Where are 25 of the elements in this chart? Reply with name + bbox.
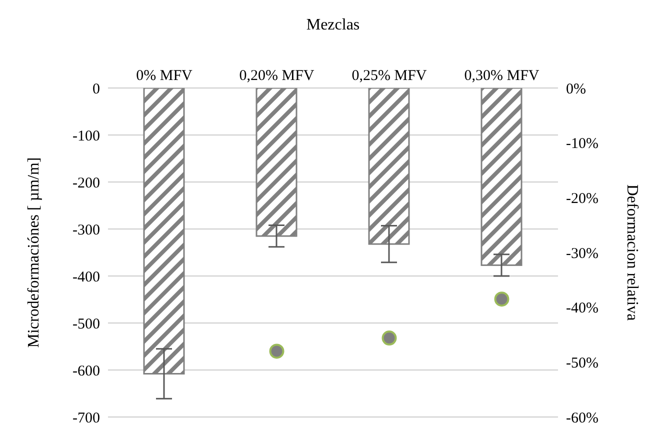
y2-tick-label: -10%	[566, 136, 598, 152]
y-tick-label: -400	[72, 269, 100, 286]
y2-tick-label: -60%	[566, 410, 598, 426]
y-tick-label: -700	[72, 410, 100, 426]
y2-tick-label: -20%	[566, 190, 598, 207]
point	[382, 330, 397, 346]
point	[269, 344, 284, 359]
y2-axis-title: Deformacion relativa	[623, 184, 640, 321]
y2-tick-label: -50%	[566, 355, 598, 372]
point	[494, 292, 510, 307]
y-tick-label: -200	[72, 175, 100, 192]
x-tick-label: 0,30% MFV	[464, 68, 540, 84]
y-tick-label: -500	[72, 316, 100, 332]
y2-tick-label: -30%	[566, 246, 598, 262]
y-axis-title: Microdeformaciónes [ µm/m]	[26, 157, 43, 348]
y-tick-label: -100	[72, 128, 100, 144]
y-tick-label: -300	[72, 222, 100, 238]
y2-tick-label: 0%	[566, 81, 586, 98]
x-tick-label: 0,20% MFV	[239, 68, 314, 84]
x-axis-title: Mezclas	[306, 16, 360, 34]
y-tick-label: -600	[72, 363, 100, 380]
y-tick-label: 0	[92, 81, 100, 98]
x-tick-label: 0% MFV	[136, 68, 193, 84]
y2-tick-label: -40%	[566, 300, 598, 317]
x-tick-label: 0,25% MFV	[352, 68, 427, 84]
